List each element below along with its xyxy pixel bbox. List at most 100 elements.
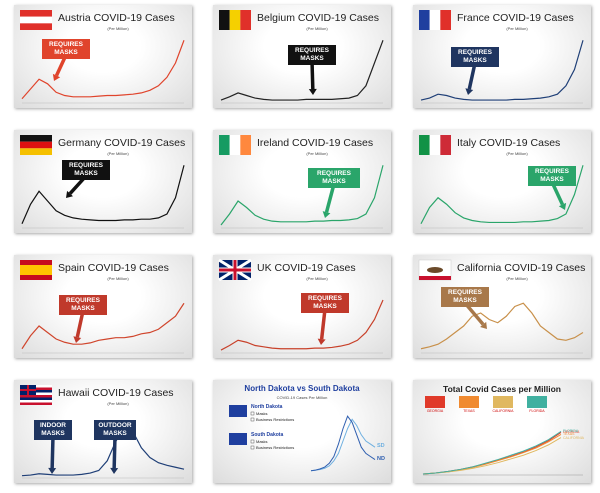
chart-panel: Total Covid Cases per Million GEORGIA GEOR… bbox=[413, 380, 591, 483]
chart-panel: North Dakota vs South Dakota COVID-19 Cas… bbox=[213, 380, 391, 483]
chart-panel: Spain COVID-19 Cases (Per Million) REQUIRE… bbox=[14, 255, 192, 358]
chart-panel: Hawaii COVID-19 Cases (Per Million) INDOOR… bbox=[14, 380, 192, 483]
flag-stripe bbox=[229, 135, 241, 155]
chart-subtitle: (Per Million) bbox=[306, 26, 328, 31]
chart-title: France COVID-19 Cases bbox=[457, 12, 574, 24]
line bbox=[420, 165, 584, 225]
chart-title: Belgium COVID-19 Cases bbox=[257, 12, 379, 24]
legend-label: CALIFORNIA bbox=[492, 409, 514, 413]
arrow-shaft bbox=[50, 435, 55, 469]
legend-item: Business Restrictions bbox=[256, 417, 295, 422]
flag-icon bbox=[229, 405, 247, 417]
line bbox=[422, 434, 562, 475]
chart-panel: Germany COVID-19 Cases (Per Million) REQUI… bbox=[14, 130, 192, 233]
flag-bear bbox=[427, 267, 443, 273]
flag-stripe bbox=[429, 10, 441, 30]
chart-panel: Belgium COVID-19 Cases (Per Million) REQUI… bbox=[213, 5, 391, 108]
flag-stripe bbox=[440, 135, 451, 155]
chart-title: North Dakota vs South Dakota bbox=[244, 384, 360, 393]
flag-cross bbox=[20, 385, 36, 395]
arrow-shaft bbox=[310, 60, 315, 90]
annotation: REQUIRES MASKS bbox=[301, 293, 349, 313]
legend-item: Masks bbox=[256, 439, 268, 444]
legend-item: Masks bbox=[256, 411, 268, 416]
chart bbox=[229, 405, 376, 472]
flag-icon bbox=[425, 396, 445, 408]
series-label: SD bbox=[377, 443, 385, 450]
legend-box bbox=[250, 411, 255, 416]
flag-stripe bbox=[20, 135, 52, 142]
chart-subtitle: (Per Million) bbox=[506, 26, 528, 31]
arrow-shaft bbox=[324, 183, 336, 213]
series-label: ND bbox=[377, 455, 385, 462]
legend-group: North Dakota bbox=[251, 404, 283, 410]
arrow-head bbox=[480, 321, 487, 329]
annotation: REQUIRES MASKS bbox=[42, 39, 90, 59]
chart bbox=[218, 258, 384, 354]
arrow-head bbox=[322, 211, 331, 218]
line bbox=[420, 302, 584, 350]
chart-title: Spain COVID-19 Cases bbox=[58, 262, 169, 274]
annotation: REQUIRES MASKS bbox=[441, 287, 489, 307]
line bbox=[220, 40, 384, 101]
line bbox=[220, 165, 384, 226]
annotation: REQUIRES MASKS bbox=[528, 166, 576, 186]
series-label: CALIFORNIA bbox=[563, 435, 585, 440]
flag-stripe bbox=[20, 395, 52, 398]
legend-box bbox=[250, 417, 255, 422]
flag-stripe bbox=[229, 10, 241, 30]
flag-stripe bbox=[20, 402, 52, 405]
line bbox=[422, 437, 562, 475]
legend-label: TEXAS bbox=[463, 409, 475, 413]
chart-subtitle: (Per Million) bbox=[506, 276, 528, 281]
arrow-shaft bbox=[467, 62, 477, 90]
flag-stripe bbox=[20, 400, 52, 403]
line bbox=[422, 430, 562, 475]
annotation: REQUIRES MASKS bbox=[62, 160, 110, 180]
flag-stripe bbox=[419, 135, 430, 155]
flag-stripe bbox=[240, 10, 251, 30]
arrow-shaft bbox=[319, 308, 327, 340]
flag-icon bbox=[459, 396, 479, 408]
line bbox=[21, 40, 185, 100]
flag-stripe bbox=[240, 135, 251, 155]
flag-stripe bbox=[20, 10, 52, 17]
chart-subtitle: (Per Million) bbox=[107, 26, 129, 31]
annotation: REQUIRES MASKS bbox=[451, 47, 499, 67]
chart-title: UK COVID-19 Cases bbox=[257, 262, 356, 274]
flag-stripe bbox=[219, 10, 230, 30]
line bbox=[422, 431, 562, 475]
legend-box bbox=[250, 445, 255, 450]
chart-subtitle: (Per Million) bbox=[107, 151, 129, 156]
arrow-head bbox=[73, 336, 82, 343]
chart-title: Hawaii COVID-19 Cases bbox=[58, 387, 174, 399]
legend-box bbox=[250, 439, 255, 444]
series-label: FLORIDA bbox=[563, 429, 579, 434]
annotation: INDOOR MASKS bbox=[34, 420, 72, 440]
flag-stripe bbox=[219, 135, 230, 155]
chart bbox=[219, 10, 384, 104]
line bbox=[310, 415, 376, 472]
flag-icon bbox=[493, 396, 513, 408]
chart-title: California COVID-19 Cases bbox=[457, 262, 586, 274]
line bbox=[21, 165, 185, 224]
flag-stripe bbox=[20, 148, 52, 155]
arrow-shaft bbox=[75, 310, 85, 338]
chart-title: Italy COVID-19 Cases bbox=[457, 137, 561, 149]
chart-panel: California COVID-19 Cases (Per Million) RE… bbox=[413, 255, 591, 358]
annotation: REQUIRES MASKS bbox=[288, 45, 336, 65]
flag-stripe bbox=[429, 135, 441, 155]
annotation: REQUIRES MASKS bbox=[59, 295, 107, 315]
chart bbox=[219, 135, 384, 229]
flag-icon bbox=[527, 396, 547, 408]
arrow-head bbox=[110, 467, 119, 474]
arrow-head bbox=[66, 190, 73, 198]
chart-panel: Austria COVID-19 Cases (Per Million) REQUI… bbox=[14, 5, 192, 108]
chart-subtitle: (Per Million) bbox=[107, 276, 129, 281]
chart-subtitle: (Per Million) bbox=[506, 151, 528, 156]
flag-stripe bbox=[20, 16, 52, 24]
chart-subtitle: COVID-19 Cases Per Million bbox=[276, 395, 328, 400]
legend-group: South Dakota bbox=[251, 432, 284, 438]
line bbox=[310, 418, 376, 472]
arrow-head bbox=[317, 338, 326, 345]
